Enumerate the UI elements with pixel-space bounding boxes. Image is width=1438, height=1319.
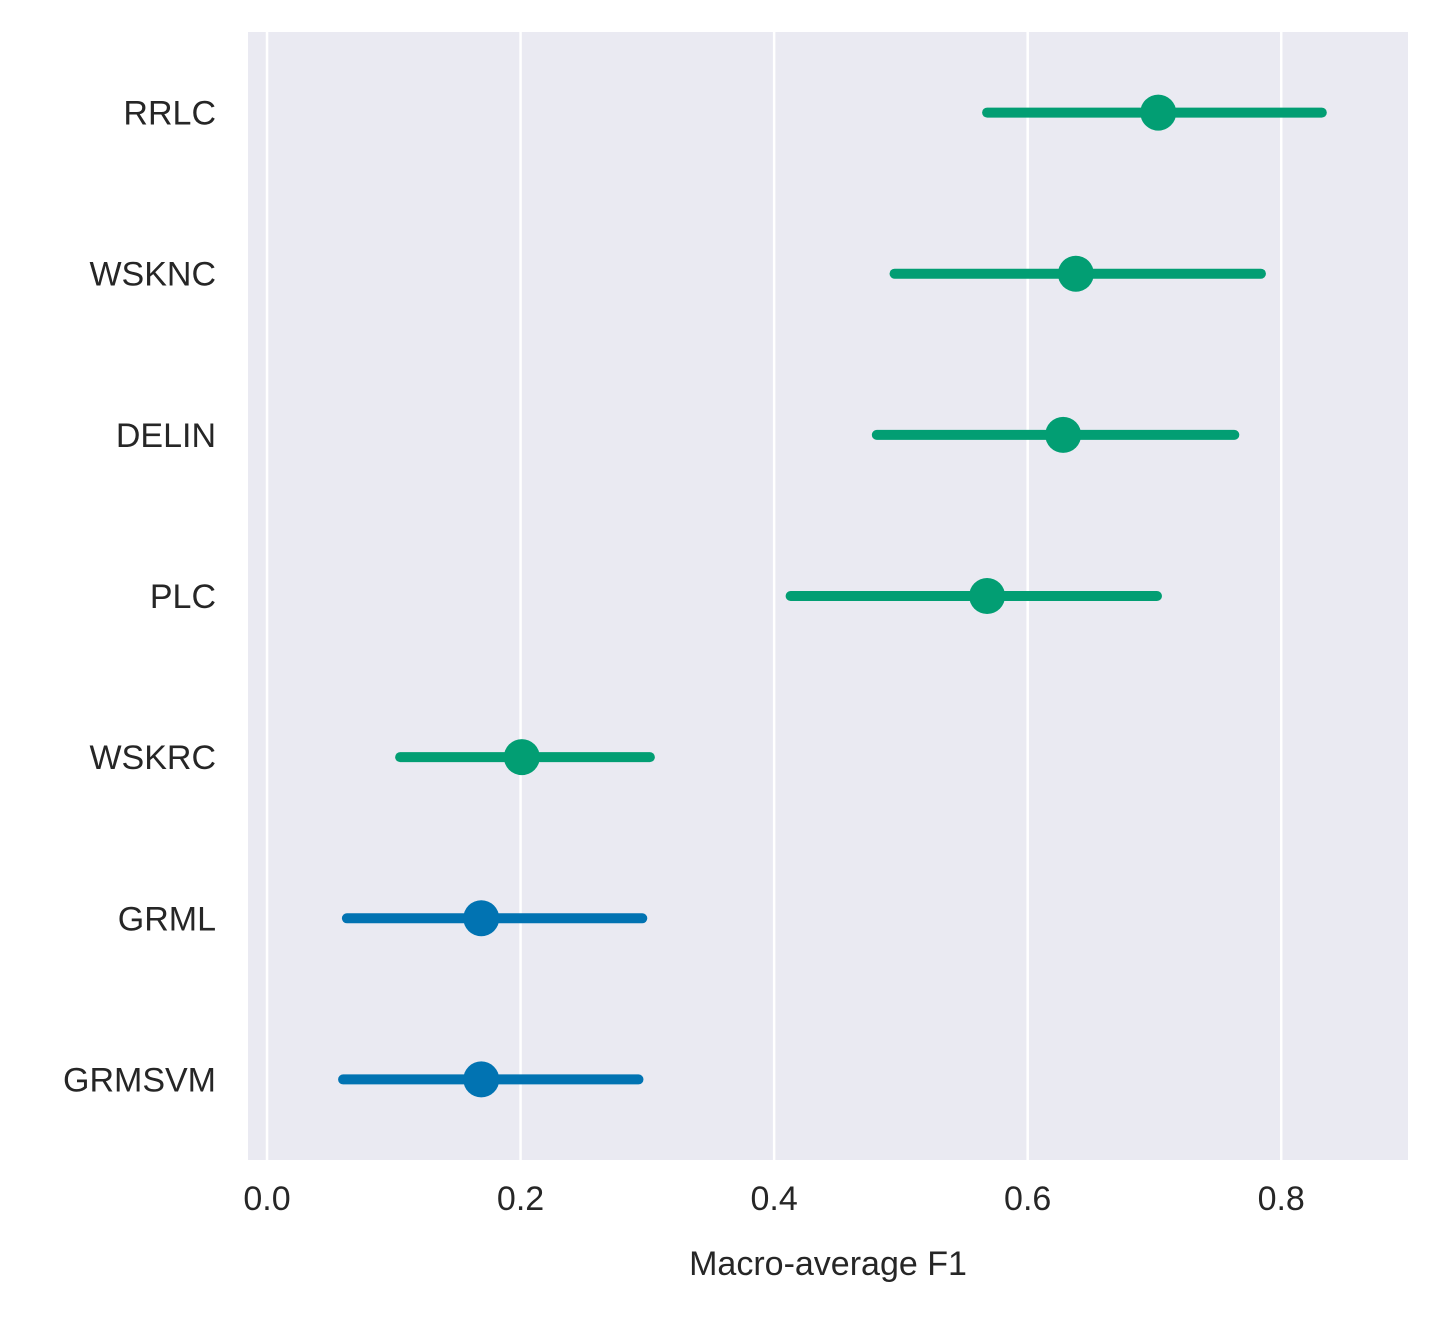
point-group [889, 255, 1266, 292]
y-tick-label: PLC [150, 578, 216, 616]
point-group [395, 739, 655, 776]
point-marker [463, 900, 500, 937]
y-tick-label: GRMSVM [63, 1061, 216, 1099]
data-marks [338, 94, 1327, 1098]
point-marker [969, 578, 1006, 614]
y-tick-labels: RRLC WSKNC DELIN PLC WSKRC GRML GRMSVM [63, 95, 216, 1100]
point-marker [1045, 416, 1082, 453]
point-marker [1057, 255, 1094, 292]
point-group [341, 900, 648, 937]
point-marker [463, 1061, 500, 1098]
x-axis-label: Macro-average F1 [689, 1245, 967, 1283]
x-tick-labels: 0.0 0.2 0.4 0.6 0.8 [243, 1180, 1304, 1218]
point-group [982, 94, 1327, 131]
y-tick-label: GRML [118, 900, 216, 938]
y-tick-label: RRLC [123, 95, 216, 133]
x-tick-label: 0.6 [1004, 1180, 1051, 1218]
y-tick-label: WSKNC [89, 256, 216, 294]
x-tick-label: 0.0 [243, 1180, 290, 1218]
y-tick-label: DELIN [116, 417, 216, 455]
x-tick-label: 0.4 [750, 1180, 797, 1218]
point-marker [503, 739, 540, 776]
point-marker [1140, 94, 1177, 131]
x-tick-label: 0.8 [1258, 1180, 1305, 1218]
y-tick-label: WSKRC [89, 739, 216, 777]
point-group [785, 578, 1162, 614]
point-group [338, 1061, 644, 1098]
x-tick-label: 0.2 [497, 1180, 544, 1218]
point-group [871, 416, 1240, 453]
